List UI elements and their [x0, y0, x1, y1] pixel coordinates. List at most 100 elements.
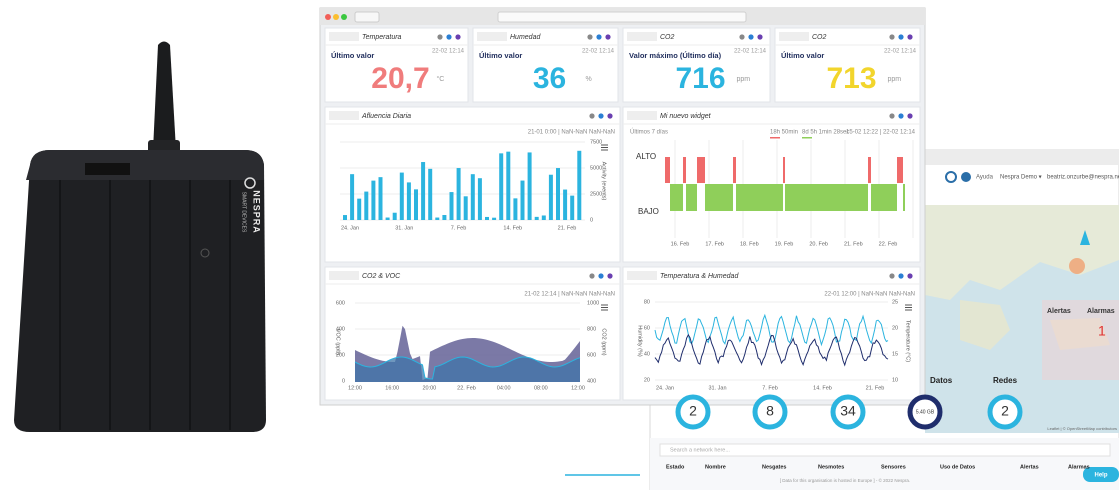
- widget-icon[interactable]: [607, 273, 613, 279]
- widget-icon[interactable]: [757, 34, 763, 40]
- widget-icon[interactable]: [607, 113, 613, 119]
- axis-label: 15: [892, 351, 898, 357]
- icon: [945, 171, 957, 183]
- bar: [385, 217, 390, 220]
- axis-label: 5000: [590, 165, 602, 171]
- bar: [378, 177, 383, 220]
- help-label: Help: [1094, 473, 1107, 479]
- table-header: Alertas: [1020, 464, 1039, 470]
- bar: [570, 195, 575, 220]
- axis-label: 21. Feb: [866, 385, 885, 391]
- widget-icon[interactable]: [739, 34, 745, 40]
- area-edge: [354, 356, 581, 380]
- state-label: ALTO: [636, 152, 656, 161]
- widget-icon[interactable]: [598, 113, 604, 119]
- widget-title: Temperatura & Humedad: [660, 273, 739, 280]
- kpi-value: 20,7: [371, 62, 429, 95]
- line: [654, 333, 889, 367]
- kpi-unit: °C: [437, 75, 445, 83]
- bar: [520, 180, 525, 220]
- axis-label: 400: [587, 378, 596, 384]
- state-band: [783, 157, 785, 183]
- footer: [ Data for this organisation is hosted i…: [780, 477, 910, 483]
- axis-label: 16:00: [385, 385, 399, 391]
- widget-title: CO2: [660, 34, 675, 41]
- period: Últimos 7 días: [630, 129, 668, 136]
- widget-icon[interactable]: [446, 34, 452, 40]
- widget-icon[interactable]: [589, 273, 595, 279]
- axis-label: 08:00: [534, 385, 548, 391]
- axis-label: 0: [342, 378, 345, 384]
- stat-value: 2: [1001, 403, 1009, 419]
- bar: [534, 216, 539, 220]
- widget-icon[interactable]: [889, 113, 895, 119]
- bar: [548, 174, 553, 220]
- widget-icon[interactable]: [898, 34, 904, 40]
- kpi-label: Último valor: [781, 51, 824, 60]
- widget-icon[interactable]: [907, 113, 913, 119]
- widget-icon[interactable]: [907, 273, 913, 279]
- timestamp: 22-02 12:14: [432, 49, 465, 55]
- widget-owner: [477, 32, 507, 41]
- map-label: Alarmas: [1087, 308, 1115, 315]
- bar: [470, 174, 475, 220]
- logo: [244, 177, 256, 189]
- axis-label: 16. Feb: [671, 241, 690, 247]
- widget-icon[interactable]: [898, 113, 904, 119]
- bar: [541, 215, 546, 220]
- widget-icon[interactable]: [898, 273, 904, 279]
- section-label: Redes: [993, 376, 1018, 385]
- widget-icon[interactable]: [589, 113, 595, 119]
- brand: NESPRA: [252, 190, 262, 234]
- bar: [485, 216, 489, 220]
- axis-label: 24. Jan: [656, 385, 674, 391]
- nav-link[interactable]: Ayuda: [976, 175, 994, 181]
- bar: [556, 168, 560, 220]
- help-button[interactable]: [1083, 467, 1119, 482]
- axis-label: 1000: [587, 300, 599, 306]
- state-label: BAJO: [638, 207, 659, 216]
- search-box: [659, 443, 1111, 457]
- widget-icon[interactable]: [889, 273, 895, 279]
- table-header: Uso de Datos: [940, 464, 975, 470]
- bar: [421, 162, 426, 220]
- stat-ring: [907, 394, 943, 430]
- axis-label: 14. Feb: [503, 225, 522, 231]
- axis-title: Humidity (%): [637, 325, 643, 357]
- widget-icon[interactable]: [907, 34, 913, 40]
- high-time: 18h 50min: [770, 130, 798, 136]
- widget-owner: [329, 271, 359, 280]
- widget-icon[interactable]: [598, 273, 604, 279]
- stat-ring: [830, 394, 866, 430]
- axis-label: 20: [644, 377, 650, 383]
- widget-owner: [627, 271, 657, 280]
- axis-label: 20. Feb: [809, 241, 828, 247]
- bar: [563, 189, 568, 220]
- widget-icon[interactable]: [748, 34, 754, 40]
- address-bar[interactable]: [497, 11, 747, 23]
- window-dot: [333, 14, 339, 20]
- state-band: [697, 157, 705, 183]
- axis-label: 17. Feb: [705, 241, 724, 247]
- window-dot: [325, 14, 331, 20]
- axis-label: 0: [590, 217, 593, 223]
- port: [85, 163, 130, 175]
- kpi-unit: %: [586, 76, 592, 83]
- device-top: [26, 150, 264, 180]
- axis-title: VOC (ppb): [335, 329, 341, 355]
- widget-icon[interactable]: [437, 34, 443, 40]
- org-select[interactable]: Nespra Demo ▾: [1000, 175, 1042, 181]
- axis-label: 60: [644, 325, 650, 331]
- widget-icon[interactable]: [889, 34, 895, 40]
- timestamp: 22-02 12:14: [884, 49, 917, 55]
- widget-icon[interactable]: [587, 34, 593, 40]
- axis-label: 18. Feb: [740, 241, 759, 247]
- widget-icon[interactable]: [455, 34, 461, 40]
- bar: [406, 182, 411, 220]
- bar: [513, 198, 518, 220]
- widget-icon[interactable]: [605, 34, 611, 40]
- widget-icon[interactable]: [596, 34, 602, 40]
- kpi-unit: ppm: [888, 76, 902, 83]
- nav-buttons[interactable]: [354, 11, 380, 23]
- power-icon: [200, 248, 210, 258]
